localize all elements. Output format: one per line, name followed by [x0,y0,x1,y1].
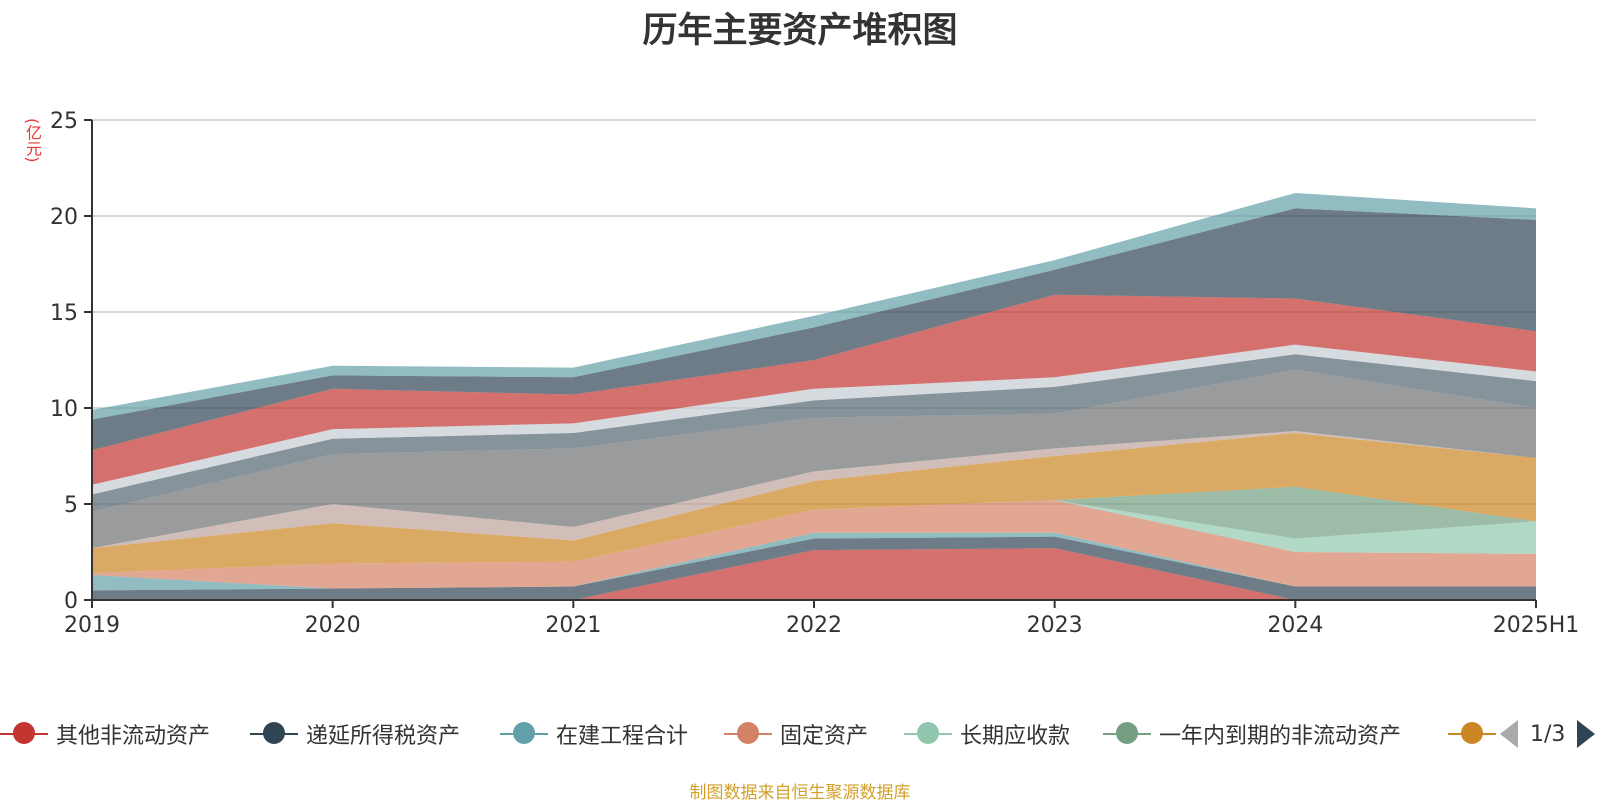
legend-marker-icon [1448,722,1496,746]
legend-item-1[interactable]: 递延所得税资产 [250,716,460,752]
y-tick-label-4: 20 [50,205,78,230]
y-tick-label-1: 5 [64,493,78,518]
data-source-note: 制图数据来自恒生聚源数据库 [689,783,911,803]
legend-label: 固定资产 [780,724,869,749]
legend: 其他非流动资产 递延所得税资产 在建工程合计 固定资产 长期应收款 一年内到期的非流动资产 [0,716,1600,752]
legend-item-5[interactable]: 一年内到期的非流动资产 [1103,716,1401,752]
area-series-11 [92,294,1536,485]
area-series-3 [92,500,1536,589]
area-series-7 [92,431,1536,549]
y-tick-label-5: 25 [50,109,78,134]
legend-item-2[interactable]: 在建工程合计 [500,716,688,752]
x-tick-label-6: 2025H1 [1493,613,1580,638]
legend-pager: 1/3 [1500,716,1596,752]
legend-marker-icon [904,722,952,746]
area-series-5 [92,486,1536,574]
legend-item-3[interactable]: 固定资产 [724,716,868,752]
x-tick-label-5: 2024 [1267,613,1323,638]
legend-label: 长期应收款 [960,724,1071,749]
y-tick-label-2: 10 [50,397,78,422]
stacked-area-chart: 0 5 10 15 20 25 2019 2020 2021 2022 2023 2024 2025H1 [50,109,1580,638]
legend-label: 其他非流动资产 [56,724,211,749]
area-series-8 [92,369,1536,549]
legend-next-page-arrow-icon[interactable] [1577,720,1596,748]
legend-marker-icon [250,722,298,746]
legend-label: 一年内到期的非流动资产 [1159,724,1402,749]
legend-marker-icon [0,722,48,746]
area-series-1 [92,536,1536,600]
legend-item-0[interactable]: 其他非流动资产 [0,716,210,752]
y-tick-label-3: 15 [50,301,78,326]
legend-marker-icon [1103,722,1151,746]
x-tick-label-3: 2022 [786,613,842,638]
x-tick-label-2: 2021 [545,613,601,638]
area-series-0 [92,548,1536,600]
legend-prev-page-arrow-icon[interactable] [1500,720,1518,748]
legend-marker-icon [724,722,772,746]
x-tick-label-0: 2019 [64,613,120,638]
area-series-6 [92,432,1536,574]
y-axis-unit-label: (亿元) [23,118,42,163]
legend-item-6[interactable] [1448,716,1504,752]
legend-label: 递延所得税资产 [306,724,461,749]
legend-page-indicator: 1/3 [1530,721,1566,747]
area-series-2 [92,532,1536,591]
legend-marker-icon [500,722,548,746]
chart-title: 历年主要资产堆积图 [642,11,958,51]
x-tick-label-4: 2023 [1027,613,1083,638]
area-series-4 [92,500,1536,574]
x-tick-label-1: 2020 [305,613,361,638]
y-tick-label-0: 0 [64,589,78,614]
area-series-9 [92,354,1536,512]
legend-item-4[interactable]: 长期应收款 [904,716,1070,752]
area-series-12 [92,208,1536,451]
legend-label: 在建工程合计 [556,724,689,749]
area-series-10 [92,344,1536,495]
